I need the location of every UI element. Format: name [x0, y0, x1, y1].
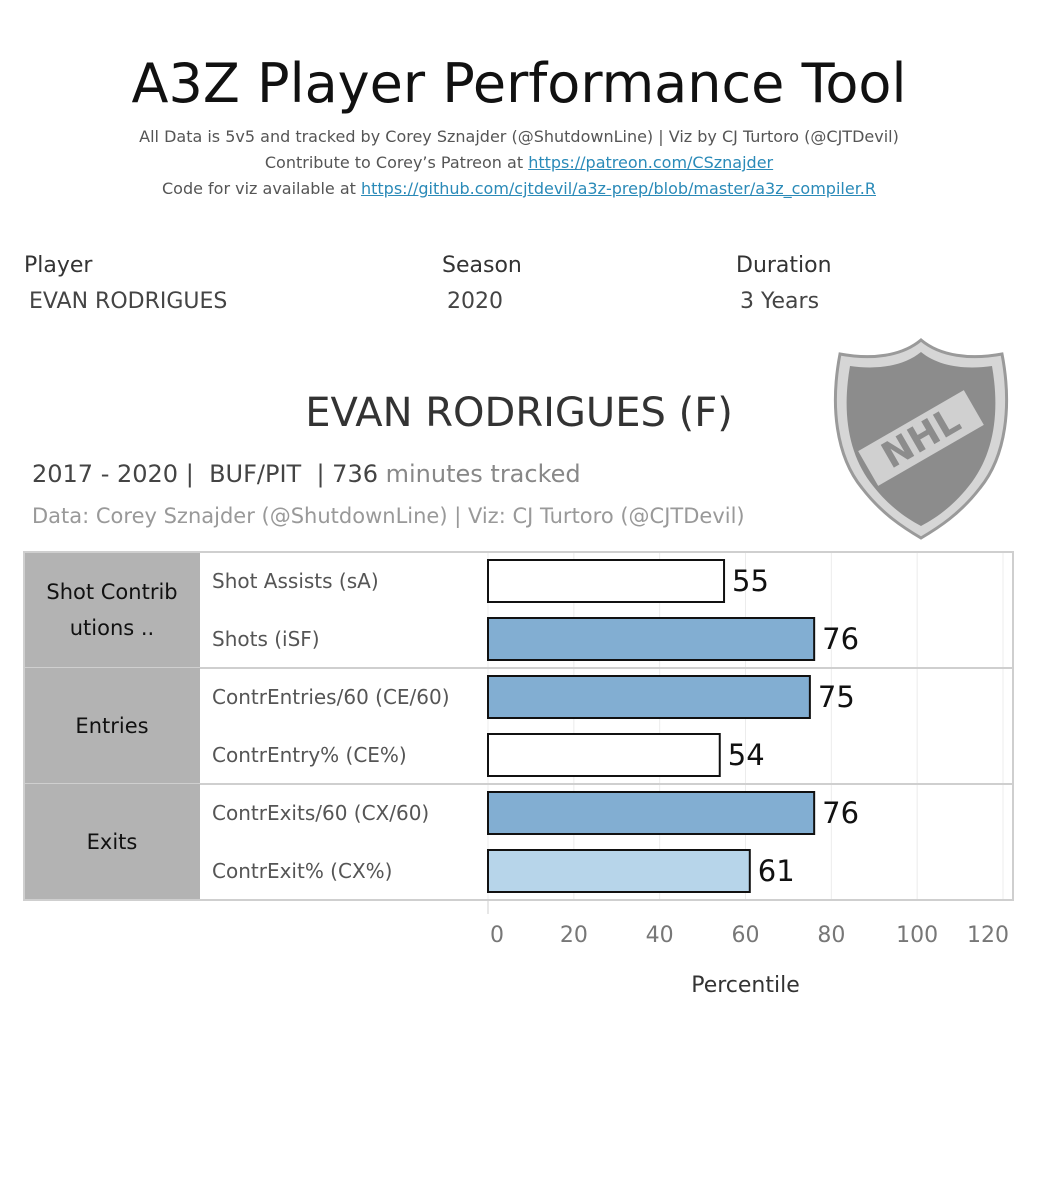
patreon-prefix: Contribute to Corey’s Patreon at [264, 153, 529, 172]
bar-value-label: 54 [728, 738, 765, 772]
bar [487, 675, 811, 719]
group-header-cell [24, 784, 200, 900]
bar-value-label: 76 [822, 622, 859, 656]
bar [487, 791, 816, 835]
x-tick-label: 80 [817, 923, 845, 948]
season-filter-value[interactable]: 2020 [447, 289, 503, 314]
minutes-suffix: minutes tracked [378, 460, 581, 488]
x-tick-label: 0 [490, 923, 504, 948]
x-tick-label: 120 [967, 923, 1009, 948]
metric-label: ContrEntries/60 (CE/60) [212, 685, 450, 709]
patreon-link[interactable]: https://patreon.com/CSznajder [528, 153, 774, 172]
bar [487, 849, 751, 893]
x-tick-label: 60 [732, 923, 760, 948]
subtitle-credits: All Data is 5v5 and tracked by Corey Szn… [139, 127, 899, 146]
code-line: Code for viz available at https://github… [0, 179, 1038, 198]
page-title: A3Z Player Performance Tool [131, 52, 907, 115]
years-text: 2017 - 2020 | [32, 460, 194, 488]
bar-value-label: 61 [758, 854, 795, 888]
metric-label: ContrExits/60 (CX/60) [212, 801, 429, 825]
x-tick-label: 40 [646, 923, 674, 948]
bar-value-label: 76 [822, 796, 859, 830]
minutes-text: | 736 [316, 460, 378, 488]
bar [487, 733, 721, 777]
bar-value-label: 75 [818, 680, 855, 714]
player-filter-value[interactable]: EVAN RODRIGUES [29, 289, 228, 314]
metric-label: Shots (iSF) [212, 627, 320, 651]
patreon-line: Contribute to Corey’s Patreon at https:/… [0, 153, 1038, 172]
duration-filter-label: Duration [736, 253, 832, 278]
season-filter-label: Season [442, 253, 522, 278]
metric-label: Shot Assists (sA) [212, 569, 379, 593]
group-label: Entries [75, 714, 148, 738]
github-link[interactable]: https://github.com/cjtdevil/a3z-prep/blo… [360, 179, 876, 198]
teams-text: BUF/PIT [209, 460, 302, 488]
player-filter-label: Player [24, 253, 93, 278]
nhl-shield-logo: NHL [833, 338, 1009, 540]
x-tick-label: 20 [560, 923, 588, 948]
group-label: utions .. [70, 616, 155, 640]
chart-frame [23, 551, 1014, 901]
group-header-cell [24, 552, 200, 668]
group-label: Exits [87, 830, 138, 854]
group-label: Shot Contrib [46, 580, 177, 604]
player-meta-line: 2017 - 2020 | BUF/PIT | 736 minutes trac… [32, 460, 581, 488]
code-prefix: Code for viz available at [161, 179, 361, 198]
percentile-bar-chart: Shot Contrib utions .. Entries Exits Shot As… [23, 551, 1014, 998]
group-header-cell [24, 668, 200, 784]
x-axis-title: Percentile [691, 973, 800, 998]
player-heading: EVAN RODRIGUES (F) [305, 390, 733, 436]
bar [487, 559, 726, 603]
metric-label: ContrExit% (CX%) [212, 859, 392, 883]
duration-filter-value[interactable]: 3 Years [740, 289, 820, 314]
bar-value-label: 55 [732, 564, 769, 598]
bar [487, 617, 816, 661]
chart-credit-line: Data: Corey Sznajder (@ShutdownLine) | V… [32, 504, 745, 528]
x-tick-label: 100 [896, 923, 938, 948]
metric-label: ContrEntry% (CE%) [212, 743, 407, 767]
